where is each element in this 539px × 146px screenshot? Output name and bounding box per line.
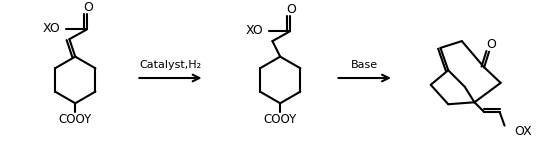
Text: O: O [83,1,93,14]
Text: XO: XO [246,24,264,37]
Text: O: O [286,2,296,15]
Text: COOY: COOY [59,113,92,126]
Text: OX: OX [514,125,532,138]
Text: XO: XO [43,22,61,35]
Text: Base: Base [351,60,378,70]
Text: O: O [486,38,496,51]
Text: COOY: COOY [264,113,297,126]
Text: Catalyst,H₂: Catalyst,H₂ [140,60,202,70]
